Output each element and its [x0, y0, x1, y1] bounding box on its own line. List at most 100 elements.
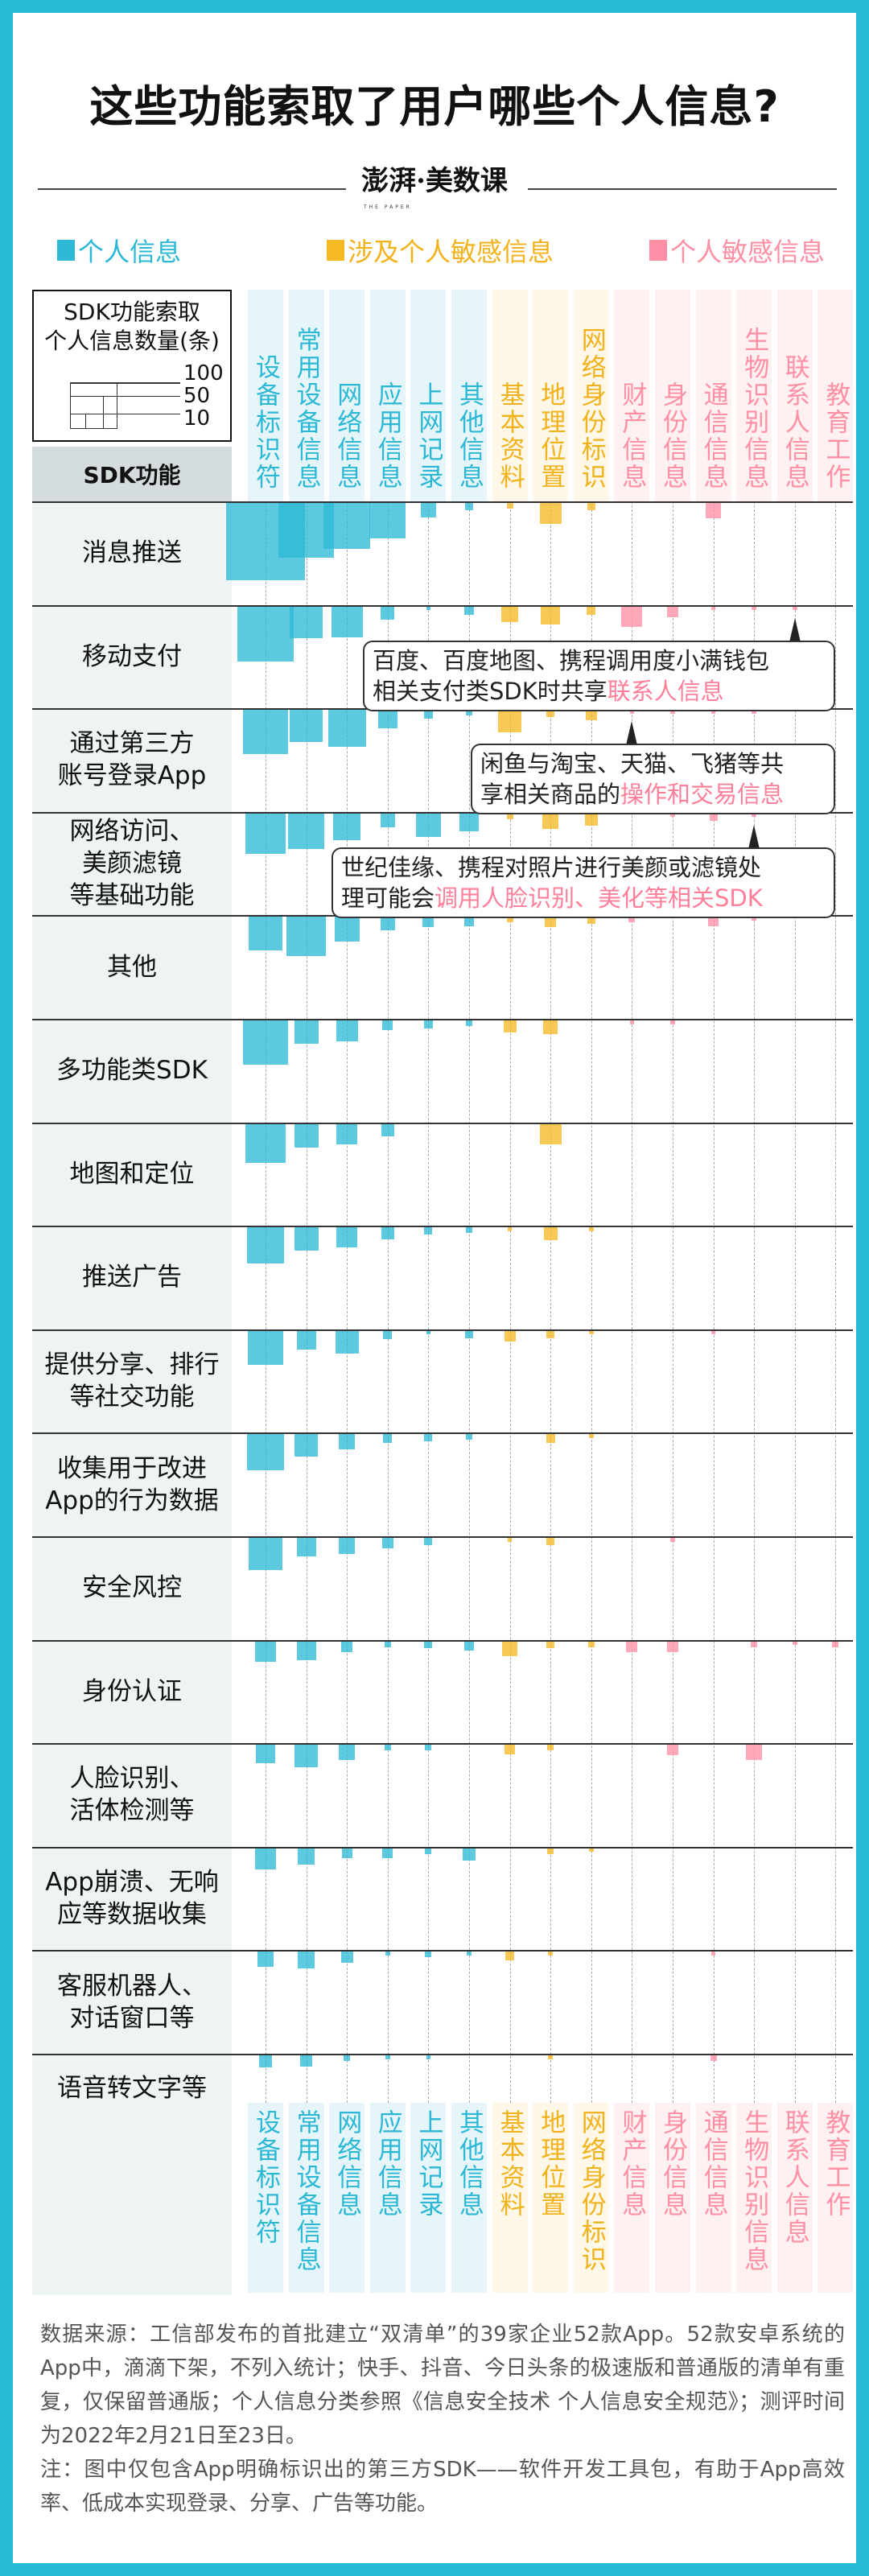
- row-label-3: 网络访问、 美颜滤镜 等基础功能: [69, 817, 195, 911]
- data-square: [752, 605, 757, 611]
- footer-notes: 数据来源：工信部发布的首批建立“双清单”的39家企业52款App。52款安卓系统…: [40, 2318, 845, 2520]
- data-square: [710, 605, 716, 611]
- size-legend-leader: [70, 382, 180, 384]
- column-header-10: 身份信息: [658, 381, 687, 491]
- size-legend: SDK功能索取 个人信息数量(条) 100 50 10: [32, 290, 232, 442]
- data-square: [539, 1123, 562, 1145]
- data-square: [381, 1226, 394, 1240]
- data-square: [467, 1951, 472, 1956]
- column-footer-9: 财产信息: [617, 2109, 647, 2219]
- data-square: [584, 812, 598, 826]
- column-footer-7: 地理位置: [536, 2109, 566, 2219]
- data-square: [507, 1537, 513, 1542]
- annotation-callout: 百度、百度地图、携程调用度小满钱包 相关支付类SDK时共享联系人信息: [363, 641, 835, 711]
- legend-swatch-pink: [649, 240, 667, 261]
- data-square: [383, 1433, 393, 1443]
- data-square: [336, 1020, 358, 1042]
- data-square: [247, 1226, 284, 1264]
- data-square: [333, 812, 361, 840]
- data-square: [424, 1433, 433, 1442]
- data-square: [710, 1329, 716, 1335]
- data-square: [506, 916, 513, 923]
- data-square: [242, 1020, 289, 1065]
- data-square: [465, 1433, 473, 1440]
- data-square: [380, 916, 395, 931]
- row-divider: [32, 501, 853, 503]
- data-square: [710, 1951, 716, 1956]
- data-square: [463, 1640, 475, 1651]
- row-divider: [32, 2054, 853, 2055]
- data-square: [548, 2055, 554, 2059]
- data-square: [290, 605, 323, 638]
- data-square: [670, 1537, 675, 1542]
- callout-pointer: [748, 825, 760, 849]
- callout-highlight: 调用人脸识别、美化等相关SDK: [434, 884, 763, 912]
- column-gridline: [835, 501, 837, 2103]
- column-gridline: [754, 501, 756, 2103]
- data-square: [341, 1847, 352, 1858]
- data-square: [341, 1640, 353, 1652]
- row-divider: [32, 1226, 853, 1228]
- data-square: [498, 709, 522, 733]
- data-source-text: 数据来源：工信部发布的首批建立“双清单”的39家企业52款App。52款安卓系统…: [40, 2323, 845, 2448]
- row-divider: [32, 1846, 853, 1849]
- row-label-5: 多功能类SDK: [56, 1056, 208, 1086]
- row-label-10: 安全风控: [82, 1573, 182, 1603]
- data-square: [290, 709, 323, 743]
- legend-personal-info: 个人信息: [57, 232, 181, 269]
- column-header-11: 通信信息: [698, 381, 728, 491]
- data-square: [465, 1329, 473, 1338]
- data-square: [501, 1640, 518, 1657]
- column-header-band: [288, 290, 324, 501]
- data-square: [294, 1020, 319, 1045]
- data-square: [385, 2055, 390, 2059]
- data-square: [296, 1329, 316, 1350]
- data-square: [297, 1951, 315, 1968]
- logo-divider-left: [38, 188, 346, 190]
- data-square: [585, 709, 597, 721]
- data-square: [459, 812, 479, 832]
- column-header-1: 常用设备信息: [291, 327, 321, 491]
- data-square: [710, 709, 716, 714]
- data-square: [296, 1640, 316, 1660]
- callout-pointer: [789, 618, 801, 642]
- data-square: [465, 1226, 473, 1234]
- data-square: [422, 916, 434, 928]
- data-square: [339, 1744, 356, 1760]
- data-square: [670, 1020, 675, 1024]
- column-footer-8: 网络身份标识: [576, 2109, 606, 2273]
- column-footer-5: 其他信息: [455, 2109, 484, 2219]
- data-square: [286, 916, 327, 956]
- column-gridline: [713, 501, 715, 2103]
- data-square: [423, 1020, 434, 1029]
- data-square: [336, 1226, 358, 1248]
- size-legend-square: [70, 413, 87, 429]
- data-square: [334, 916, 360, 942]
- data-square: [248, 1329, 283, 1365]
- size-legend-leader: [70, 413, 180, 415]
- data-square: [294, 1226, 319, 1251]
- data-square: [338, 1537, 356, 1554]
- column-footer-band: [288, 2103, 324, 2293]
- row-label-4: 其他: [107, 952, 157, 982]
- size-legend-leader: [70, 395, 180, 398]
- column-gridline: [509, 501, 511, 2103]
- page-title: 这些功能索取了用户哪些个人信息?: [89, 81, 780, 132]
- size-legend-label: 50: [183, 384, 211, 408]
- data-square: [381, 605, 395, 620]
- data-square: [425, 1951, 432, 1958]
- data-square: [588, 1433, 594, 1439]
- callout-pointer: [626, 721, 638, 745]
- data-square: [708, 916, 719, 927]
- data-square: [670, 812, 675, 818]
- data-square: [832, 1640, 839, 1647]
- data-square: [237, 605, 294, 662]
- data-square: [423, 709, 434, 719]
- legend-swatch-yellow: [327, 240, 344, 261]
- callout-highlight: 操作和交易信息: [620, 781, 785, 808]
- column-footer-band: [533, 2103, 569, 2293]
- column-footer-6: 基本资料: [495, 2109, 525, 2219]
- data-square: [541, 605, 560, 625]
- column-header-band: [776, 290, 813, 501]
- data-square: [464, 605, 474, 615]
